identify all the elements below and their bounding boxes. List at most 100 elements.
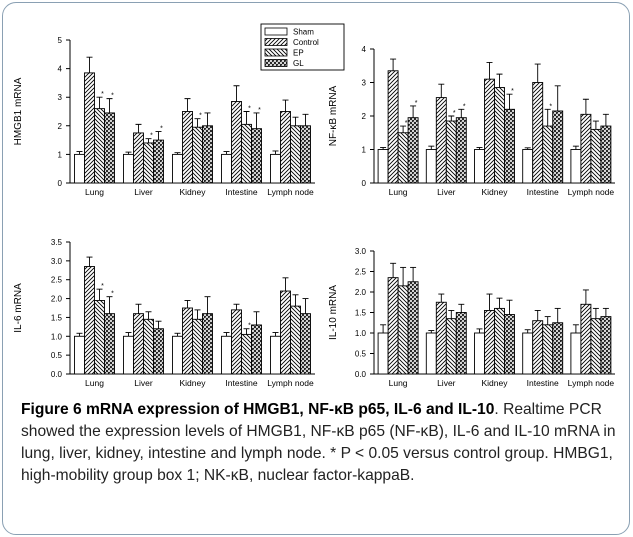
bar-control xyxy=(280,290,291,375)
bar-ep xyxy=(143,142,154,184)
x-tick-label: Intestine xyxy=(225,187,257,197)
significance-marker: * xyxy=(199,113,202,120)
significance-marker: * xyxy=(160,126,163,133)
x-tick-label: Intestine xyxy=(225,378,257,388)
y-axis-label: NF-κB mRNA xyxy=(328,85,339,146)
bar-gl xyxy=(153,328,164,375)
y-tick-label: 2.5 xyxy=(355,268,367,277)
x-tick-label: Lymph node xyxy=(568,187,615,197)
bar-sham xyxy=(522,332,534,375)
chart-panel-4: 0.0 0.5 1.0 1.5 2.0 2.5 3.0 IL-10 mRNA Lung Liver… xyxy=(328,247,615,388)
bar-gl xyxy=(153,139,164,184)
bar-ep xyxy=(494,307,505,375)
y-tick-label: 0.0 xyxy=(51,370,63,379)
bar-gl xyxy=(455,117,467,184)
legend-label-gl: GL xyxy=(293,59,304,68)
bar-gl xyxy=(504,314,515,375)
bar-gl xyxy=(552,322,564,375)
y-tick-label: 2 xyxy=(362,112,367,121)
y-tick-label: 1.5 xyxy=(355,309,367,318)
bar-ep xyxy=(542,125,554,184)
significance-marker: * xyxy=(511,88,514,95)
x-tick-label: Liver xyxy=(134,378,153,388)
x-tick-label: Lymph node xyxy=(267,378,314,388)
significance-marker: * xyxy=(101,283,104,290)
x-tick-label: Lymph node xyxy=(568,378,615,388)
significance-marker: * xyxy=(111,291,114,298)
y-tick-label: 2 xyxy=(58,122,63,131)
bar-sham xyxy=(221,153,232,184)
y-tick-label: 0.0 xyxy=(355,370,367,379)
bar-sham xyxy=(270,335,281,375)
x-tick-label: Lymph node xyxy=(267,187,314,197)
bar-control xyxy=(133,313,144,375)
legend-swatch-sham xyxy=(264,27,288,36)
bar-gl xyxy=(251,324,262,375)
x-tick-label: Lung xyxy=(389,187,408,197)
significance-marker: * xyxy=(463,103,466,110)
bar-gl xyxy=(300,313,311,375)
bar-control xyxy=(182,307,193,375)
bar-ep xyxy=(445,318,457,375)
bar-control xyxy=(532,320,544,375)
significance-marker: * xyxy=(101,91,104,98)
significance-marker: * xyxy=(111,93,114,100)
figure-caption: Figure 6 mRNA expression of HMGB1, NF-κB… xyxy=(21,399,621,487)
bar-sham xyxy=(74,335,85,375)
y-tick-label: 1 xyxy=(58,150,63,159)
y-tick-label: 3.5 xyxy=(51,238,63,247)
x-tick-label: Intestine xyxy=(527,378,559,388)
bar-gl xyxy=(407,117,419,184)
bar-control xyxy=(580,113,592,184)
bar-ep xyxy=(397,132,409,184)
legend-label-control: Control xyxy=(293,38,319,47)
significance-marker: * xyxy=(415,100,418,107)
y-axis-label: IL-6 mRNA xyxy=(13,283,24,333)
bar-control xyxy=(387,277,399,375)
x-tick-label: Kidney xyxy=(482,378,509,388)
bar-ep xyxy=(241,333,252,375)
y-tick-label: 5 xyxy=(58,36,63,45)
bar-control xyxy=(387,70,399,184)
x-tick-label: Lung xyxy=(389,378,408,388)
significance-marker: * xyxy=(150,133,153,140)
bar-control xyxy=(84,72,95,184)
x-tick-label: Kidney xyxy=(482,187,509,197)
bar-sham xyxy=(425,149,437,184)
x-tick-label: Kidney xyxy=(180,378,207,388)
bar-sham xyxy=(123,335,134,375)
bar-sham xyxy=(123,153,134,184)
bar-gl xyxy=(455,312,467,375)
bar-sham xyxy=(474,149,485,184)
y-tick-label: 0 xyxy=(362,179,367,188)
bar-sham xyxy=(474,332,485,375)
bar-gl xyxy=(202,125,213,184)
y-tick-label: 1.0 xyxy=(51,332,63,341)
bar-control xyxy=(435,97,447,184)
chart-panel-1: 0 1 2 3 4 5 HMGB1 mRNA Lung Liver Kidney Intestine… xyxy=(13,36,315,197)
significance-marker: * xyxy=(549,103,552,110)
caption-text: . Realtime PCR showed the expression lev… xyxy=(21,401,616,484)
x-tick-label: Liver xyxy=(437,187,456,197)
y-tick-label: 3 xyxy=(58,93,63,102)
bar-ep xyxy=(542,324,554,375)
bar-gl xyxy=(104,112,115,184)
bar-gl xyxy=(600,316,612,375)
y-tick-label: 4 xyxy=(58,65,63,74)
bar-ep xyxy=(94,300,105,375)
bar-ep xyxy=(494,87,505,184)
figure-charts: 0 1 2 3 4 5 HMGB1 mRNA Lung Liver Kidney Intestine… xyxy=(13,23,615,388)
bar-gl xyxy=(251,128,262,184)
y-axis-label: HMGB1 mRNA xyxy=(13,77,24,145)
bar-control xyxy=(484,78,495,184)
bar-sham xyxy=(377,149,389,184)
bar-ep xyxy=(192,318,203,375)
legend-label-ep: EP xyxy=(293,49,304,58)
bar-sham xyxy=(425,332,437,375)
bar-control xyxy=(231,101,242,184)
bar-sham xyxy=(74,153,85,184)
significance-marker: * xyxy=(258,107,261,114)
y-tick-label: 3.0 xyxy=(355,247,367,256)
y-tick-label: 0 xyxy=(58,179,63,188)
significance-marker: * xyxy=(248,323,251,330)
